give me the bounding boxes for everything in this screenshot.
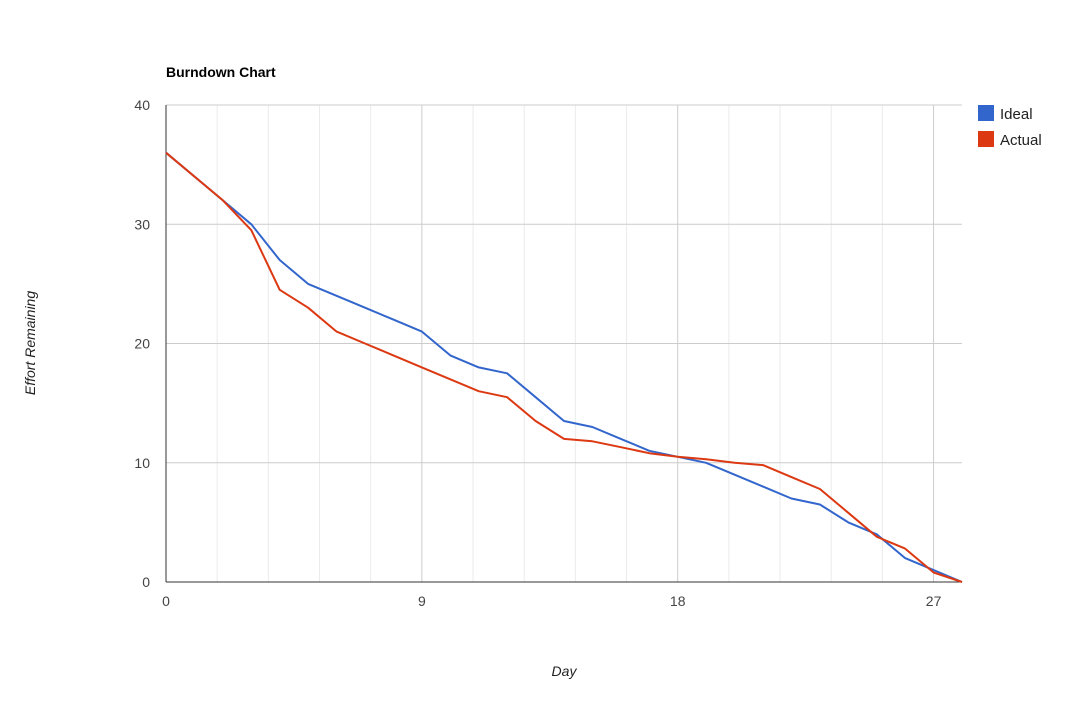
series-line-ideal	[165, 151, 963, 583]
legend-swatch-actual	[978, 131, 994, 147]
y-tick-label: 0	[142, 574, 150, 590]
legend-swatch-ideal	[978, 105, 994, 121]
series-lines	[165, 151, 963, 583]
y-axis-title: Effort Remaining	[22, 291, 38, 395]
legend-label-actual: Actual	[1000, 132, 1042, 149]
y-axis-ticks: 0 10 20 30 40	[134, 97, 150, 590]
y-tick-label: 20	[134, 336, 150, 352]
y-tick-label: 30	[134, 216, 150, 232]
x-tick-label: 27	[926, 593, 942, 609]
major-gridlines	[166, 104, 962, 582]
legend: Ideal Actual	[978, 105, 1042, 149]
y-tick-label: 10	[134, 455, 150, 471]
x-axis-ticks: 0 9 18 27	[162, 593, 941, 609]
x-tick-label: 9	[418, 593, 426, 609]
y-tick-label: 40	[134, 97, 150, 113]
x-tick-label: 0	[162, 593, 170, 609]
series-line-actual	[165, 151, 963, 583]
x-axis-title: Day	[552, 663, 578, 679]
chart-title: Burndown Chart	[166, 64, 276, 80]
axis-lines	[165, 105, 962, 583]
legend-label-ideal: Ideal	[1000, 106, 1033, 123]
x-tick-label: 18	[670, 593, 686, 609]
